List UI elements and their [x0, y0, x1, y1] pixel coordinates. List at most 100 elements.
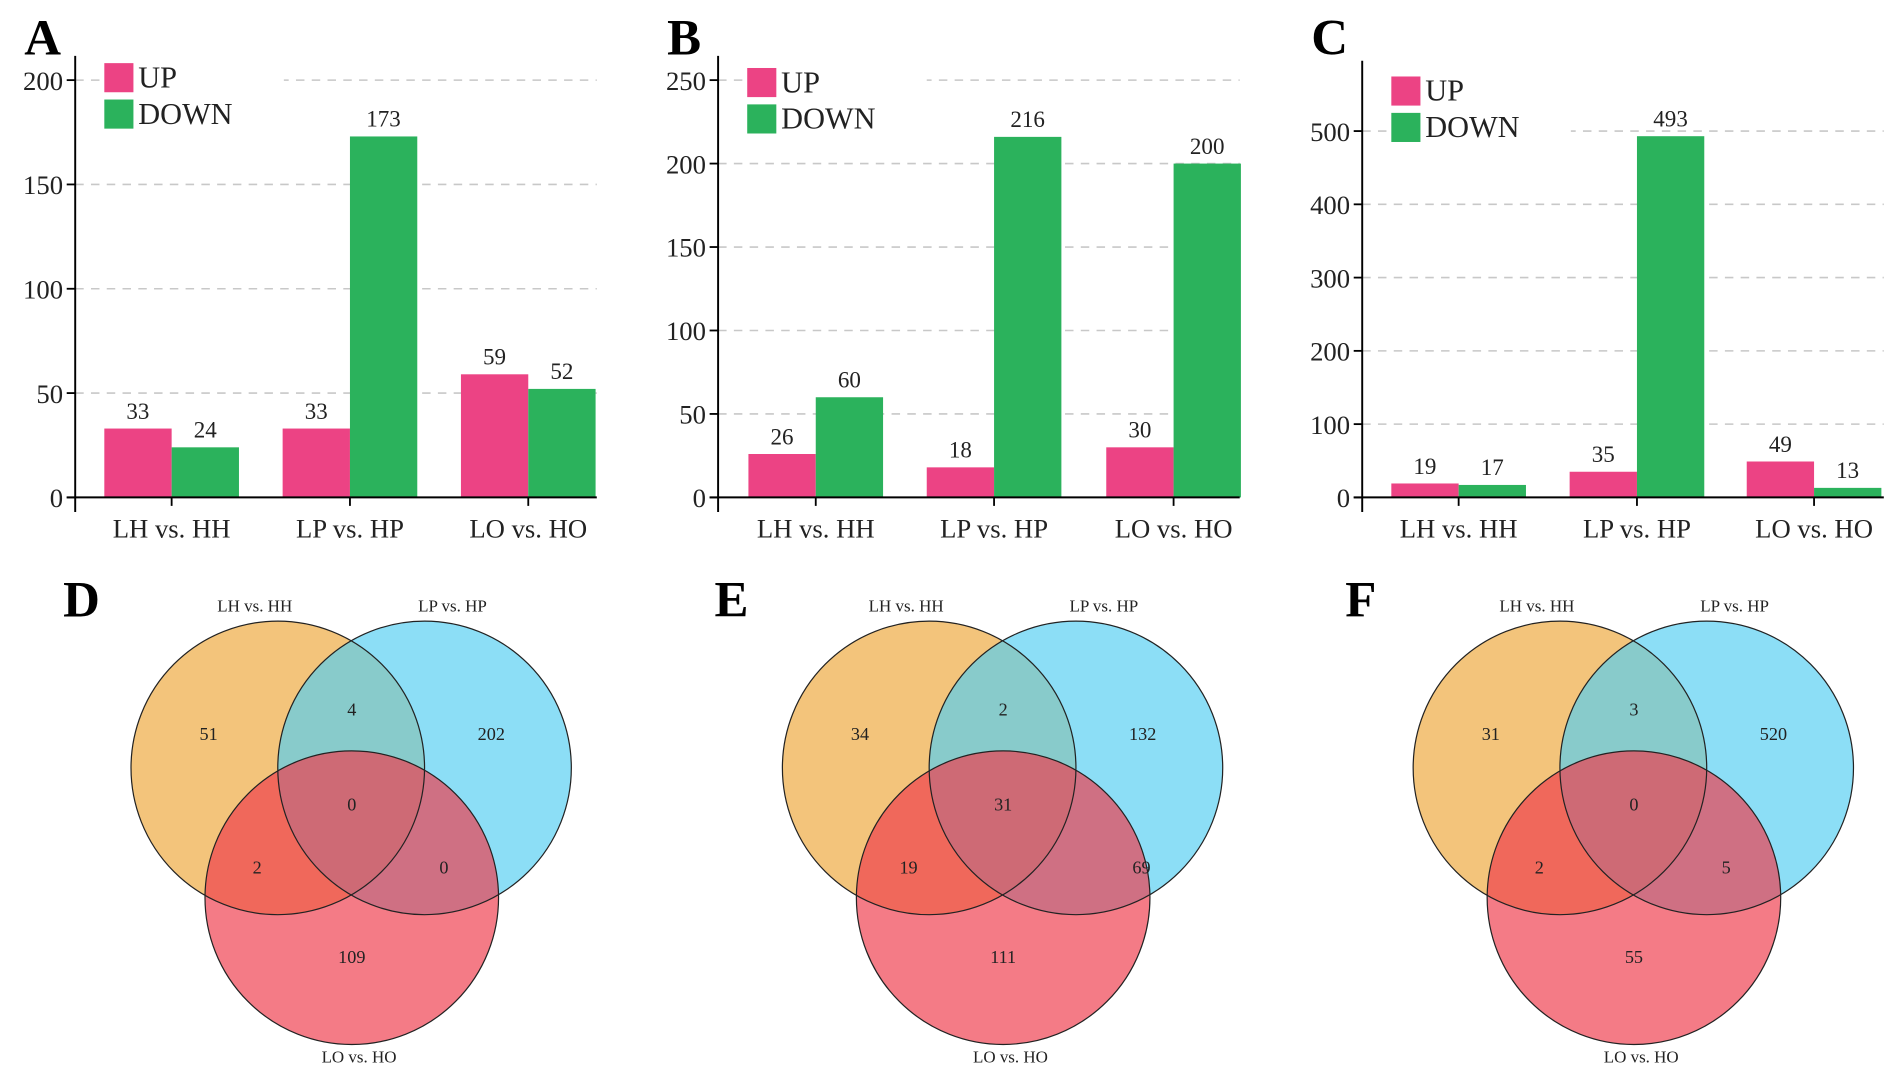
y-tick-label: 50	[36, 379, 63, 409]
bar-up	[460, 374, 529, 498]
venn-outline-1	[130, 620, 426, 916]
venn-outline-2	[277, 620, 572, 916]
venn-region-all: 31	[994, 794, 1012, 814]
venn-set-label-3: LO vs. HO	[1604, 1048, 1679, 1067]
venn-region-1and2: 3	[1629, 700, 1638, 720]
venn-region-1and3: 2	[1535, 857, 1544, 877]
legend-swatch-down	[104, 99, 134, 129]
venn-region-2and3: 69	[1132, 857, 1150, 877]
data-label: 33	[305, 398, 328, 424]
venn-outline-3	[855, 750, 1151, 1046]
panel-label: A	[24, 11, 61, 67]
data-label: 13	[1836, 457, 1859, 483]
venn-region-only1: 31	[1482, 724, 1500, 744]
venn-outline-2	[928, 620, 1224, 916]
venn-set-3	[204, 750, 499, 1045]
data-label: 30	[1128, 417, 1151, 443]
y-tick-label: 200	[23, 66, 63, 96]
venn-region-only2: 202	[478, 724, 505, 744]
y-tick-label: 50	[679, 400, 706, 430]
data-label: 35	[1592, 441, 1615, 467]
x-tick-label: LH vs. HH	[1400, 513, 1518, 543]
legend-swatch-down	[747, 104, 777, 134]
data-label: 59	[483, 344, 506, 370]
venn-outline-2	[1559, 620, 1855, 916]
venn-set-3	[856, 750, 1150, 1045]
venn-set-label-1: LH vs. HH	[1499, 596, 1574, 615]
y-tick-label: 0	[1337, 483, 1350, 513]
x-tick-label: LP vs. HP	[296, 513, 404, 543]
venn-set-label-3: LO vs. HO	[322, 1048, 397, 1067]
bar-up	[1391, 483, 1459, 498]
legend-label-up: UP	[138, 60, 177, 94]
bar-down	[528, 388, 596, 498]
venn-region-only3: 111	[990, 947, 1016, 967]
legend-label-down: DOWN	[781, 102, 875, 136]
bar-down	[1814, 487, 1882, 498]
bar-down	[815, 397, 884, 498]
y-tick-label: 400	[1310, 190, 1350, 220]
venn-outline-3	[1486, 750, 1782, 1046]
venn-outline-3	[204, 750, 500, 1046]
bar-up	[104, 428, 172, 498]
data-label: 173	[366, 106, 401, 132]
data-label: 49	[1769, 431, 1792, 457]
bar-up	[1569, 471, 1637, 498]
x-tick-label: LO vs. HO	[1115, 513, 1233, 543]
panel-label: E	[714, 572, 748, 628]
venn-set-label-1: LH vs. HH	[869, 596, 944, 615]
data-label: 24	[194, 417, 218, 443]
x-tick-label: LH vs. HH	[113, 513, 231, 543]
legend-label-down: DOWN	[1425, 110, 1519, 144]
bar-down	[1173, 163, 1241, 498]
venn-region-1and2: 2	[999, 700, 1008, 720]
x-tick-label: LH vs. HH	[757, 513, 875, 543]
venn-outline-1	[1412, 620, 1708, 916]
legend-swatch-up	[1391, 76, 1421, 106]
bar-up	[282, 428, 350, 498]
bar-up	[926, 467, 995, 498]
panel-label: D	[63, 572, 100, 628]
venn-set-label-2: LP vs. HP	[418, 596, 487, 615]
data-label: 17	[1481, 454, 1504, 480]
venn-region-2and3: 5	[1722, 857, 1731, 877]
panel-label: B	[667, 11, 701, 67]
bar-down	[349, 136, 418, 498]
bar-down	[1458, 484, 1526, 498]
bar-up	[1106, 447, 1174, 498]
y-tick-label: 150	[666, 233, 706, 263]
venn-region-only3: 55	[1625, 947, 1643, 967]
data-label: 493	[1653, 105, 1688, 131]
venn-region-1and3: 2	[253, 857, 262, 877]
legend-label-up: UP	[1425, 74, 1464, 108]
y-tick-label: 500	[1310, 117, 1350, 147]
data-label: 33	[126, 398, 149, 424]
bar-down	[1636, 136, 1705, 498]
venn-set-label-3: LO vs. HO	[973, 1048, 1048, 1067]
venn-set-label-2: LP vs. HP	[1069, 596, 1138, 615]
data-label: 200	[1190, 133, 1225, 159]
y-tick-label: 300	[1310, 263, 1350, 293]
venn-set-label-1: LH vs. HH	[217, 596, 292, 615]
y-tick-label: 100	[23, 274, 63, 304]
bar-chart-b: B 0 50 100 150 200 250 26 60 LH vs. HH 18 216 LP vs.…	[666, 11, 1241, 543]
panel-label: C	[1311, 11, 1348, 67]
y-tick-label: 150	[23, 170, 63, 200]
venn-region-1and2: 4	[347, 700, 356, 720]
venn-region-all: 0	[1629, 794, 1638, 814]
bar-up	[1746, 461, 1815, 498]
legend-swatch-up	[104, 63, 134, 93]
bar-chart-c: C 0 100 200 300 400 500 19 17 LH vs. HH 35 493 LP vs…	[1310, 11, 1884, 543]
legend-swatch-up	[747, 67, 777, 98]
data-label: 216	[1010, 106, 1045, 132]
y-tick-label: 200	[666, 149, 706, 179]
y-tick-label: 100	[666, 316, 706, 346]
legend-swatch-down	[1391, 112, 1421, 142]
data-label: 26	[771, 423, 794, 449]
y-tick-label: 0	[50, 483, 63, 513]
x-tick-label: LP vs. HP	[1583, 513, 1691, 543]
x-tick-label: LO vs. HO	[469, 513, 587, 543]
y-tick-label: 250	[666, 66, 706, 96]
